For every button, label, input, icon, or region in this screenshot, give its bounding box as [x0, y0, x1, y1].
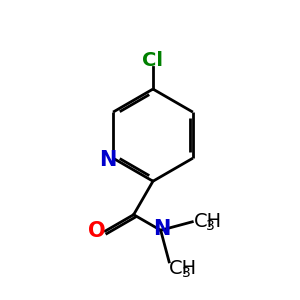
Text: 3: 3 — [206, 219, 215, 233]
Text: 3: 3 — [182, 266, 190, 280]
Text: N: N — [99, 150, 116, 170]
Text: N: N — [154, 219, 171, 239]
Text: Cl: Cl — [142, 51, 164, 70]
Text: CH: CH — [169, 259, 197, 278]
Text: CH: CH — [194, 212, 222, 231]
Text: O: O — [88, 221, 106, 241]
